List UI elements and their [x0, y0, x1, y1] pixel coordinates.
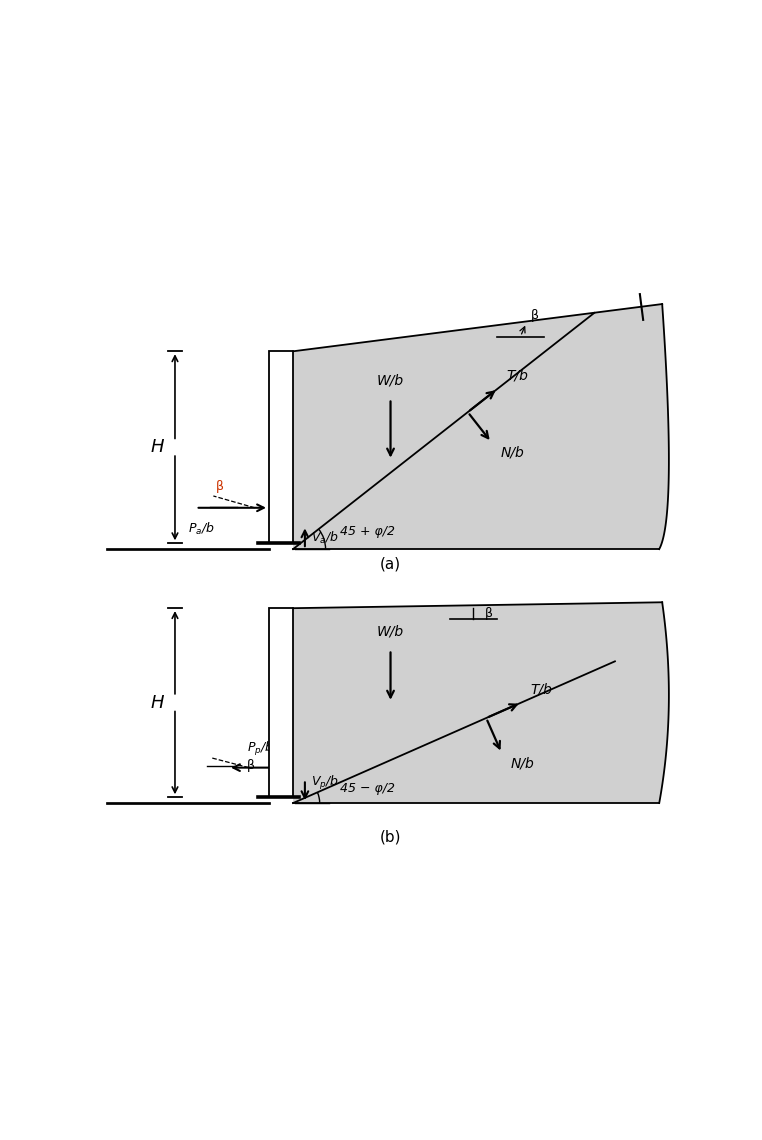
Text: H: H	[151, 438, 164, 456]
Text: 45 + φ/2: 45 + φ/2	[341, 524, 395, 538]
Text: N/b: N/b	[501, 446, 524, 459]
Text: H: H	[151, 693, 164, 711]
Text: $P_a$/b: $P_a$/b	[188, 521, 215, 537]
Text: $V_a$/b: $V_a$/b	[311, 530, 338, 546]
Polygon shape	[293, 304, 669, 549]
Text: β: β	[531, 309, 539, 321]
Text: β: β	[247, 759, 255, 773]
Text: (b): (b)	[379, 829, 402, 845]
Text: W/b: W/b	[377, 374, 404, 388]
Text: β: β	[485, 606, 493, 620]
Text: $V_p$/b: $V_p$/b	[311, 774, 339, 792]
Polygon shape	[293, 602, 669, 803]
Text: N/b: N/b	[511, 756, 534, 771]
Text: β: β	[216, 480, 224, 492]
Text: W/b: W/b	[377, 625, 404, 638]
Bar	[270, 351, 293, 544]
Text: $P_p$/b: $P_p$/b	[247, 740, 274, 758]
Text: (a): (a)	[380, 556, 401, 571]
Text: 45 − φ/2: 45 − φ/2	[341, 782, 395, 795]
Text: T/b: T/b	[507, 368, 529, 383]
Text: T/b: T/b	[530, 683, 552, 697]
Bar	[270, 608, 293, 797]
